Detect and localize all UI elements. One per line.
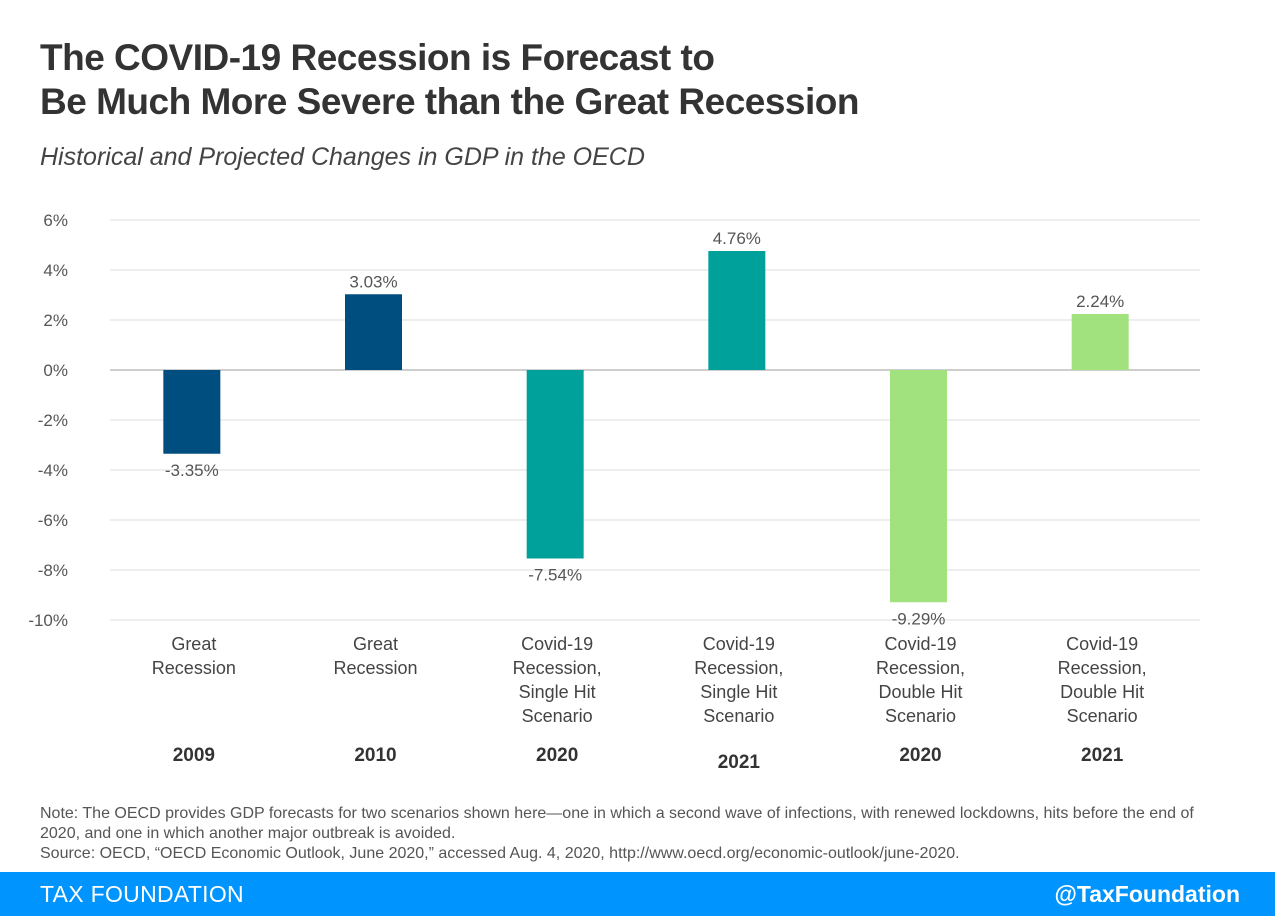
- y-tick-label: 0%: [43, 361, 68, 380]
- y-tick-label: -2%: [38, 411, 68, 430]
- y-tick-label: -4%: [38, 461, 68, 480]
- category-label: Recession,: [513, 658, 602, 678]
- year-label: 2021: [718, 752, 761, 773]
- title-line-1: The COVID-19 Recession is Forecast to: [40, 37, 715, 78]
- data-label: 2.24%: [1076, 292, 1124, 311]
- footer-brand: TAX FOUNDATION: [40, 881, 244, 907]
- chart-notes: Note: The OECD provides GDP forecasts fo…: [40, 804, 1230, 864]
- y-tick-label: 6%: [43, 211, 68, 230]
- data-label: -3.35%: [165, 461, 219, 480]
- y-tick-label: 4%: [43, 261, 68, 280]
- category-label: Recession,: [876, 658, 965, 678]
- y-tick-label: -8%: [38, 561, 68, 580]
- y-tick-label: -10%: [28, 611, 68, 630]
- data-label: -9.29%: [892, 609, 946, 628]
- bar: [890, 370, 947, 603]
- category-label: Double Hit: [878, 682, 962, 702]
- year-label: 2009: [173, 745, 215, 766]
- gdp-bar-chart: 6% 4% 2% 0% -2% -4% -6% -8% -10% -3.35% Great Reces…: [28, 211, 1200, 773]
- category-label: Single Hit: [700, 682, 777, 702]
- category-label: Great: [171, 634, 216, 654]
- source-text: Source: OECD, “OECD Economic Outlook, Ju…: [40, 845, 960, 862]
- chart-subtitle: Historical and Projected Changes in GDP …: [40, 143, 645, 171]
- bar: [345, 294, 402, 370]
- data-label: 3.03%: [349, 272, 397, 291]
- data-label: 4.76%: [713, 229, 761, 248]
- year-label: 2020: [899, 745, 941, 766]
- category-label: Recession: [152, 658, 236, 678]
- chart-title: The COVID-19 Recession is Forecast to Be…: [40, 36, 1140, 124]
- category-label: Recession,: [1058, 658, 1147, 678]
- category-label: Recession: [333, 658, 417, 678]
- y-tick-label: -6%: [38, 511, 68, 530]
- data-label: -7.54%: [528, 566, 582, 585]
- category-label: Great: [353, 634, 398, 654]
- bar: [1071, 314, 1129, 370]
- category-label: Recession,: [694, 658, 783, 678]
- category-label: Double Hit: [1060, 682, 1144, 702]
- year-label: 2021: [1081, 745, 1124, 766]
- category-label: Scenario: [703, 706, 774, 726]
- bar: [708, 251, 766, 370]
- footer-handle[interactable]: @TaxFoundation: [1054, 881, 1240, 907]
- bar: [163, 370, 221, 454]
- category-label: Covid-19: [1066, 634, 1138, 654]
- year-label: 2010: [354, 745, 396, 766]
- category-label: Scenario: [885, 706, 956, 726]
- category-label: Single Hit: [519, 682, 596, 702]
- category-label: Scenario: [522, 706, 593, 726]
- category-label: Covid-19: [884, 634, 956, 654]
- y-tick-label: 2%: [43, 311, 68, 330]
- category-label: Covid-19: [521, 634, 593, 654]
- footer-bar: TAX FOUNDATION @TaxFoundation: [0, 872, 1275, 916]
- bar: [526, 370, 584, 559]
- title-line-2: Be Much More Severe than the Great Reces…: [40, 81, 860, 122]
- category-label: Scenario: [1067, 706, 1138, 726]
- year-label: 2020: [536, 745, 578, 766]
- category-label: Covid-19: [703, 634, 775, 654]
- note-text: Note: The OECD provides GDP forecasts fo…: [40, 805, 1194, 842]
